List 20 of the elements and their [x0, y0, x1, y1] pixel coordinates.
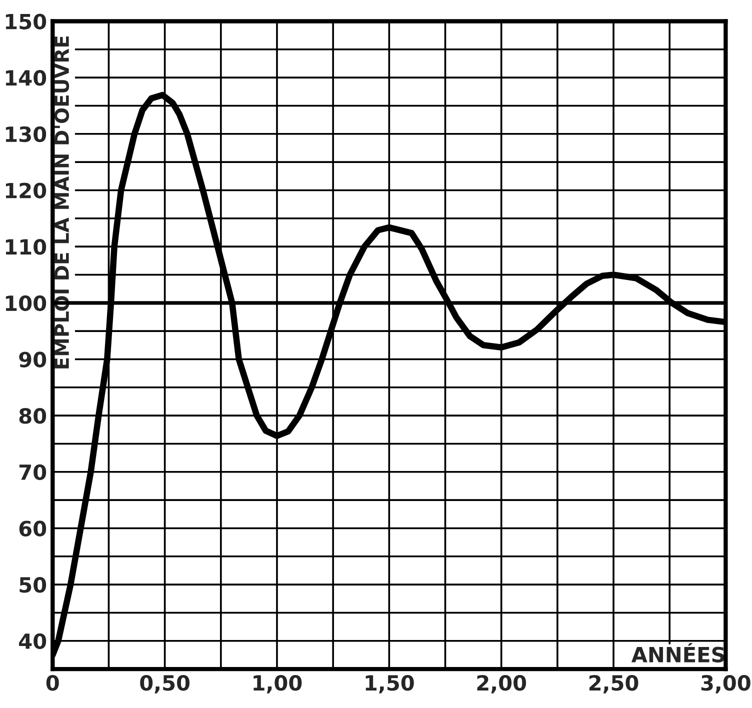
y-tick-label: 70	[19, 464, 46, 480]
x-tick-label: 2,50	[589, 674, 638, 694]
y-tick-label: 80	[19, 408, 46, 424]
y-tick-label: 130	[6, 126, 46, 142]
y-tick-label: 140	[6, 70, 46, 86]
x-tick-label: 1,50	[366, 674, 414, 694]
y-tick-label: 40	[19, 633, 46, 650]
y-tick-label: 90	[19, 352, 46, 368]
y-tick-label: 120	[6, 182, 46, 198]
y-tick-label: 150	[6, 14, 46, 30]
y-tick-label: 110	[6, 239, 46, 255]
x-tick-label: 1,00	[254, 674, 302, 694]
y-tick-label: 50	[20, 577, 46, 593]
y-axis-title: EMPLOI DE LA MAIN D'OEUVRE	[54, 36, 70, 368]
y-tick-label: 100	[6, 295, 46, 312]
x-tick-label: 0	[46, 674, 59, 691]
x-tick-label: 0,50	[140, 674, 190, 694]
y-tick-label: 60	[19, 520, 46, 536]
x-tick-label: 3,00	[701, 674, 750, 694]
x-tick-label: 2,00	[477, 674, 526, 694]
